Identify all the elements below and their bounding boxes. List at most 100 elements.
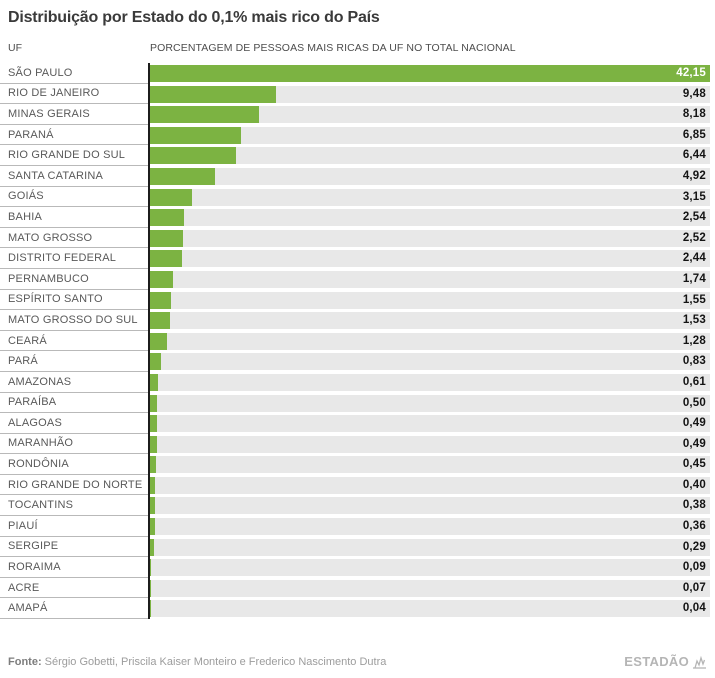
bar-track: 0,40 bbox=[150, 476, 710, 494]
source-label: Fonte: bbox=[8, 655, 42, 668]
bar-track: 3,15 bbox=[150, 188, 710, 206]
value-label: 0,36 bbox=[682, 520, 706, 533]
value-bar bbox=[150, 250, 183, 268]
bar-track: 1,28 bbox=[150, 332, 710, 350]
bar-cell: 2,44 bbox=[148, 248, 710, 269]
state-label: MATO GROSSO DO SUL bbox=[0, 310, 148, 331]
value-label: 6,44 bbox=[682, 149, 706, 162]
value-bar bbox=[150, 394, 157, 412]
table-row: RIO DE JANEIRO 9,48 bbox=[0, 83, 710, 105]
table-row: MARANHÃO 0,49 bbox=[0, 433, 710, 455]
state-label: BAHIA bbox=[0, 207, 148, 228]
bar-track: 2,54 bbox=[150, 209, 710, 227]
bar-cell: 0,49 bbox=[148, 413, 710, 434]
table-row: CEARÁ 1,28 bbox=[0, 330, 710, 352]
value-bar bbox=[150, 538, 154, 556]
bar-track: 0,36 bbox=[150, 518, 710, 536]
value-bar bbox=[150, 435, 157, 453]
bar-cell: 9,48 bbox=[148, 83, 710, 105]
value-bar bbox=[150, 353, 162, 371]
state-label: ALAGOAS bbox=[0, 413, 148, 434]
table-row: PARÁ 0,83 bbox=[0, 351, 710, 372]
value-bar bbox=[150, 126, 241, 144]
value-bar bbox=[150, 106, 259, 124]
bar-track: 0,29 bbox=[150, 538, 710, 556]
state-label: MINAS GERAIS bbox=[0, 104, 148, 125]
value-label: 0,83 bbox=[682, 355, 706, 368]
state-label: AMAPÁ bbox=[0, 598, 148, 620]
value-label: 1,53 bbox=[682, 314, 706, 327]
value-label: 9,48 bbox=[682, 87, 706, 100]
state-label: SERGIPE bbox=[0, 537, 148, 558]
value-bar bbox=[150, 188, 192, 206]
bar-cell: 0,07 bbox=[148, 577, 710, 599]
bar-track: 0,45 bbox=[150, 456, 710, 474]
value-bar bbox=[150, 497, 156, 515]
table-row: BAHIA 2,54 bbox=[0, 207, 710, 228]
state-label: RIO GRANDE DO NORTE bbox=[0, 475, 148, 496]
state-label: AMAZONAS bbox=[0, 372, 148, 393]
table-row: SERGIPE 0,29 bbox=[0, 536, 710, 558]
bar-cell: 4,92 bbox=[148, 165, 710, 187]
bar-cell: 0,49 bbox=[148, 433, 710, 455]
value-label: 0,45 bbox=[682, 458, 706, 471]
value-label: 2,44 bbox=[682, 252, 706, 265]
table-row: RONDÔNIA 0,45 bbox=[0, 454, 710, 475]
value-bar bbox=[150, 167, 216, 185]
state-label: ESPÍRITO SANTO bbox=[0, 290, 148, 311]
bar-track: 6,44 bbox=[150, 147, 710, 165]
table-row: AMAZONAS 0,61 bbox=[0, 371, 710, 393]
bar-cell: 3,15 bbox=[148, 186, 710, 208]
value-bar bbox=[150, 415, 157, 433]
state-label: TOCANTINS bbox=[0, 495, 148, 517]
bar-track: 1,55 bbox=[150, 291, 710, 309]
value-label: 1,28 bbox=[682, 334, 706, 347]
bar-cell: 1,74 bbox=[148, 268, 710, 290]
table-row: SÃO PAULO 42,15 bbox=[0, 63, 710, 84]
table-row: ACRE 0,07 bbox=[0, 577, 710, 599]
value-bar bbox=[150, 518, 155, 536]
column-header-uf: UF bbox=[8, 42, 23, 54]
value-bar bbox=[150, 291, 171, 309]
bar-cell: 1,28 bbox=[148, 330, 710, 352]
state-label: CEARÁ bbox=[0, 331, 148, 352]
table-row: MATO GROSSO DO SUL 1,53 bbox=[0, 310, 710, 331]
bar-track: 0,61 bbox=[150, 373, 710, 391]
value-label: 2,54 bbox=[682, 211, 706, 224]
state-label: GOIÁS bbox=[0, 187, 148, 208]
state-label: ACRE bbox=[0, 578, 148, 599]
table-row: PARAÍBA 0,50 bbox=[0, 392, 710, 414]
value-label: 4,92 bbox=[682, 169, 706, 182]
value-bar bbox=[150, 209, 184, 227]
bar-track: 0,09 bbox=[150, 559, 710, 577]
bar-chart: SÃO PAULO 42,15 RIO DE JANEIRO 9,48 MINA… bbox=[0, 63, 710, 620]
value-bar bbox=[150, 332, 167, 350]
bar-track: 8,18 bbox=[150, 106, 710, 124]
value-bar bbox=[150, 579, 151, 597]
bar-track: 4,92 bbox=[150, 167, 710, 185]
bar-track: 0,07 bbox=[150, 579, 710, 597]
value-bar bbox=[150, 600, 151, 618]
value-bar bbox=[150, 312, 171, 330]
bar-cell: 6,44 bbox=[148, 145, 710, 166]
column-headers: UF PORCENTAGEM DE PESSOAS MAIS RICAS DA … bbox=[0, 42, 715, 54]
value-label: 1,74 bbox=[682, 272, 706, 285]
state-label: PERNAMBUCO bbox=[0, 269, 148, 290]
bar-cell: 0,36 bbox=[148, 516, 710, 537]
source-text: Sérgio Gobetti, Priscila Kaiser Monteiro… bbox=[44, 655, 387, 668]
value-bar bbox=[150, 85, 276, 103]
bar-track: 6,85 bbox=[150, 126, 710, 144]
state-label: RONDÔNIA bbox=[0, 454, 148, 475]
value-label: 0,61 bbox=[682, 375, 706, 388]
value-bar bbox=[150, 65, 710, 82]
value-bar bbox=[150, 559, 152, 577]
bar-track: 9,48 bbox=[150, 85, 710, 103]
table-row: GOIÁS 3,15 bbox=[0, 186, 710, 208]
state-label: RIO GRANDE DO SUL bbox=[0, 145, 148, 166]
page-title: Distribuição por Estado do 0,1% mais ric… bbox=[8, 9, 380, 26]
footer: Fonte: Sérgio Gobetti, Priscila Kaiser Mo… bbox=[8, 654, 707, 669]
value-bar bbox=[150, 147, 236, 165]
source-credit: Fonte: Sérgio Gobetti, Priscila Kaiser Mo… bbox=[8, 656, 386, 668]
bar-track: 2,52 bbox=[150, 229, 710, 247]
bar-track: 0,50 bbox=[150, 394, 710, 412]
